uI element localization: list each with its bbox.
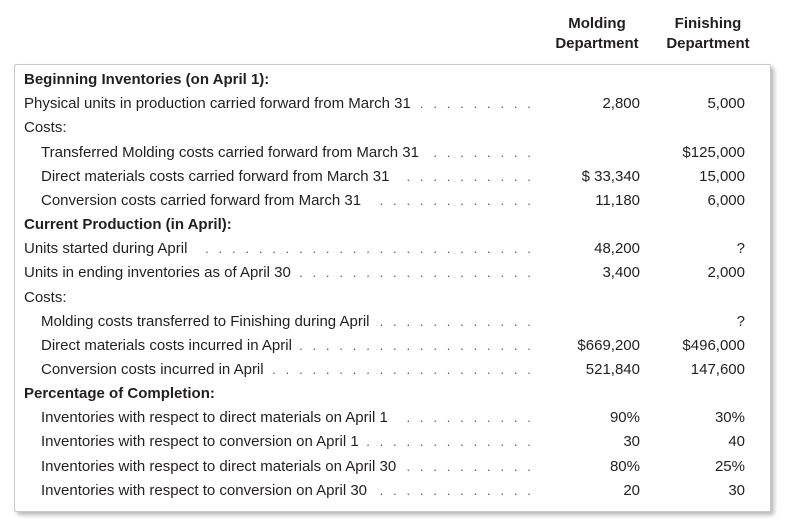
molding-value: 521,840: [585, 361, 640, 378]
table-row: Inventories with respect to conversion o…: [0, 430, 788, 454]
header-line: Molding: [568, 15, 626, 32]
finishing-value: 5,000: [707, 95, 745, 112]
row-label: Inventories with respect to direct mater…: [41, 409, 388, 426]
finishing-value: 15,000: [699, 168, 745, 185]
row-label: Inventories with respect to conversion o…: [41, 433, 359, 450]
section-heading: Percentage of Completion:: [24, 385, 215, 402]
table-row: Costs:: [0, 286, 788, 310]
finishing-value: ?: [736, 313, 745, 330]
dot-leader: . . . . . . . . . . . . . . . . . . . . …: [195, 241, 534, 256]
dot-leader: . . . . . . . . . . . . . . . . . . . . …: [375, 483, 534, 498]
header-line: Finishing: [674, 15, 742, 32]
table-row: Inventories with respect to conversion o…: [0, 479, 788, 503]
table-row: Units started during April . . . . . . . …: [0, 237, 788, 261]
finishing-value: 30: [728, 482, 745, 499]
finishing-value: 30%: [714, 409, 745, 426]
dot-leader: . . . . . . . . . . . . . . . . . . . . …: [369, 193, 534, 208]
row-label: Transferred Molding costs carried forwar…: [41, 144, 419, 161]
dot-leader: . . . . . . . . . . . . . . . . . . . . …: [396, 410, 534, 425]
dot-leader: . . . . . . . . . . . . . . . . . . . . …: [300, 338, 534, 353]
row-label: Molding costs transferred to Finishing d…: [41, 313, 370, 330]
molding-value: 2,800: [602, 95, 640, 112]
dot-leader: . . . . . . . . . . . . . . . . . . . . …: [404, 459, 534, 474]
table-row: Conversion costs incurred in April . . . …: [0, 358, 788, 382]
table-row: Beginning Inventories (on April 1):: [0, 68, 788, 92]
finishing-value: 147,600: [690, 361, 745, 378]
dot-leader: . . . . . . . . . . . . . . . . . . . . …: [378, 314, 534, 329]
dot-leader: . . . . . . . . . . . . . . . . . . . . …: [419, 96, 534, 111]
molding-value: 48,200: [594, 240, 640, 257]
row-label: Costs:: [24, 289, 67, 306]
table-row: Costs:: [0, 116, 788, 140]
row-label: Conversion costs incurred in April: [41, 361, 264, 378]
table-row: Percentage of Completion:: [0, 382, 788, 406]
table-row: Units in ending inventories as of April …: [0, 261, 788, 285]
finishing-value: 6,000: [707, 192, 745, 209]
row-label: Units in ending inventories as of April …: [24, 264, 291, 281]
finishing-value: 25%: [714, 458, 745, 475]
table-row: Current Production (in April):: [0, 213, 788, 237]
table-row: Transferred Molding costs carried forwar…: [0, 141, 788, 165]
molding-value: $ 33,340: [581, 168, 640, 185]
section-heading: Current Production (in April):: [24, 216, 232, 233]
molding-value: 3,400: [602, 264, 640, 281]
finishing-department-header: Finishing Department: [658, 14, 758, 54]
dot-leader: . . . . . . . . . . . . . . . . . . . . …: [397, 169, 534, 184]
molding-value: $669,200: [577, 337, 640, 354]
dot-leader: . . . . . . . . . . . . . . . . . . . . …: [272, 362, 534, 377]
dot-leader: . . . . . . . . . . . . . . . . . . . . …: [299, 265, 534, 280]
row-label: Units started during April: [24, 240, 188, 257]
row-label: Physical units in production carried for…: [24, 95, 411, 112]
finishing-value: ?: [736, 240, 745, 257]
table-row: Inventories with respect to direct mater…: [0, 406, 788, 430]
row-label: Inventories with respect to conversion o…: [41, 482, 368, 499]
header-line: Department: [666, 35, 750, 52]
row-label: Conversion costs carried forward from Ma…: [41, 192, 362, 209]
finishing-value: 40: [728, 433, 745, 450]
table-row: Direct materials costs incurred in April…: [0, 334, 788, 358]
table-frame: [14, 64, 771, 512]
molding-department-header: Molding Department: [550, 14, 644, 54]
table-row: Inventories with respect to direct mater…: [0, 455, 788, 479]
section-heading: Beginning Inventories (on April 1):: [24, 71, 270, 88]
dot-leader: . . . . . . . . . . . . . . . . . . . . …: [427, 145, 534, 160]
row-label: Inventories with respect to direct mater…: [41, 458, 397, 475]
molding-value: 90%: [609, 409, 640, 426]
dot-leader: . . . . . . . . . . . . . . . . . . . . …: [367, 434, 534, 449]
table-row: Physical units in production carried for…: [0, 92, 788, 116]
row-label: Direct materials costs carried forward f…: [41, 168, 390, 185]
molding-value: 11,180: [595, 192, 640, 209]
finishing-value: $125,000: [682, 144, 745, 161]
table-row: Molding costs transferred to Finishing d…: [0, 310, 788, 334]
row-label: Direct materials costs incurred in April: [41, 337, 292, 354]
row-label: Costs:: [24, 119, 67, 136]
molding-value: 30: [623, 433, 640, 450]
molding-value: 20: [623, 482, 640, 499]
header-line: Department: [555, 35, 639, 52]
table-row: Conversion costs carried forward from Ma…: [0, 189, 788, 213]
finishing-value: $496,000: [682, 337, 745, 354]
finishing-value: 2,000: [707, 264, 745, 281]
molding-value: 80%: [609, 458, 640, 475]
table-row: Direct materials costs carried forward f…: [0, 165, 788, 189]
